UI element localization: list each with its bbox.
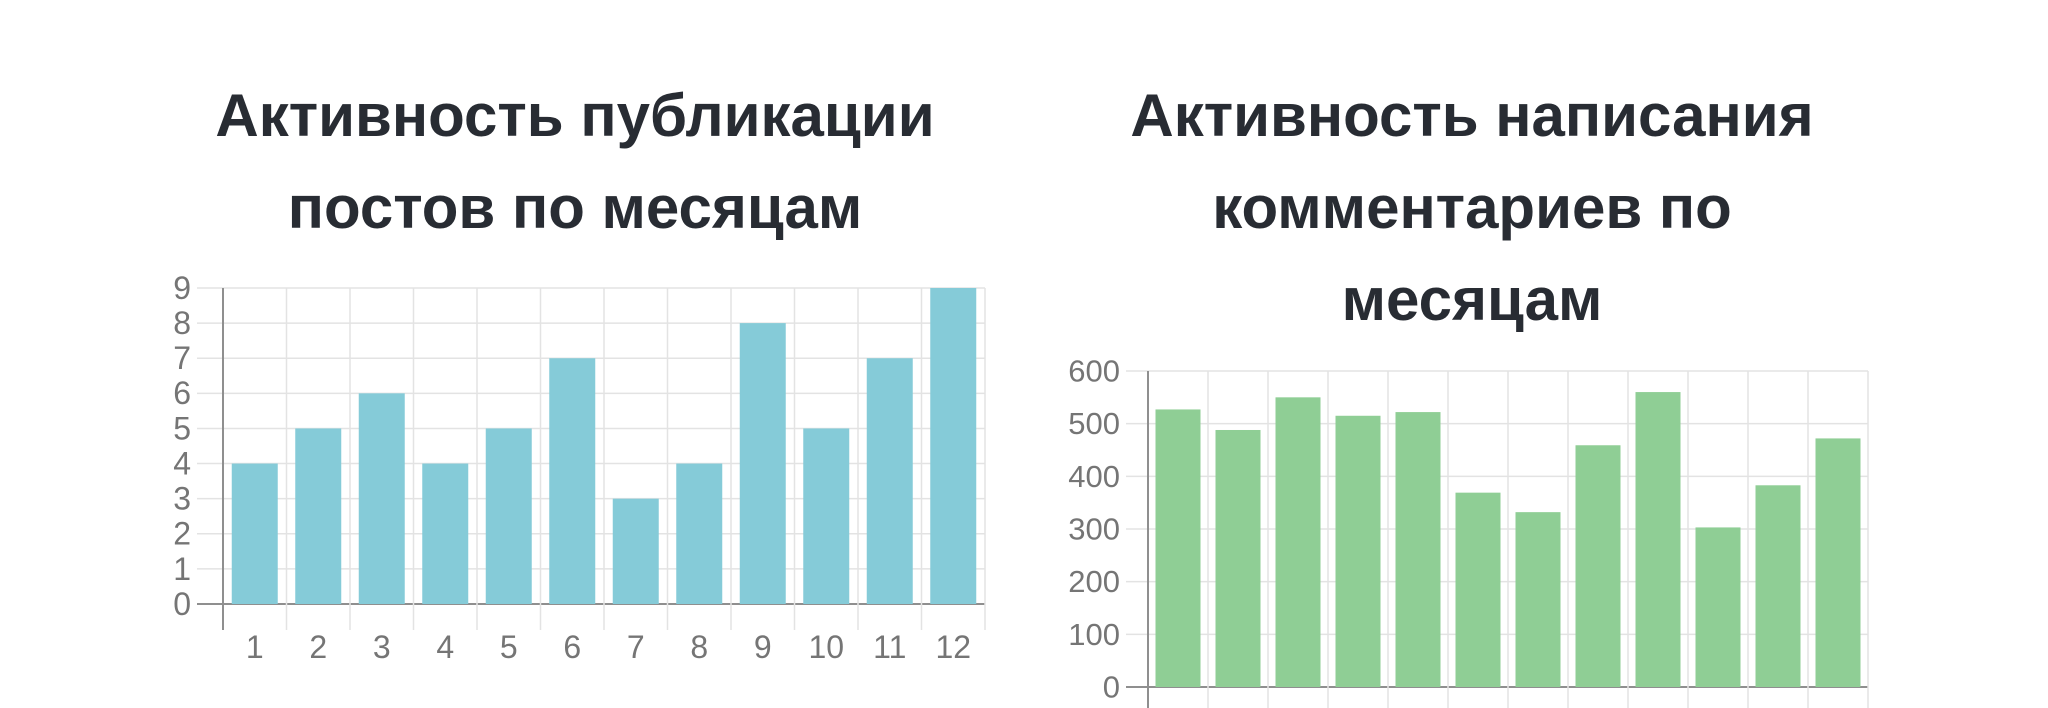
bar-month-10: [1695, 527, 1741, 687]
bar-month-12: [1815, 438, 1861, 687]
bar-month-9: [1635, 392, 1681, 687]
comments-chart-title: Активность написания комментариев по мес…: [1130, 82, 1814, 333]
bar-month-4: [1335, 415, 1381, 687]
y-tick-label: 1: [173, 551, 191, 587]
y-tick-label: 5: [173, 410, 191, 446]
y-tick-label: 4: [173, 445, 191, 481]
bar-month-1: [1155, 409, 1201, 687]
y-tick-label: 400: [1068, 459, 1120, 494]
y-tick-label: 9: [173, 270, 191, 306]
x-tick-label: 10: [808, 629, 844, 665]
posts-chart-title: Активность публикации постов по месяцам: [215, 82, 935, 241]
bar-month-5: [1395, 412, 1441, 687]
bar-month-11: [1755, 485, 1801, 687]
bar-month-9: [739, 323, 786, 604]
bar-month-11: [866, 358, 913, 604]
y-tick-label: 7: [173, 340, 191, 376]
y-tick-label: 300: [1068, 512, 1120, 547]
bar-month-3: [358, 393, 405, 604]
x-tick-label: 12: [935, 629, 971, 665]
x-tick-label: 5: [500, 629, 518, 665]
x-tick-label: 2: [309, 629, 327, 665]
y-tick-label: 3: [173, 481, 191, 517]
y-tick-label: 500: [1068, 406, 1120, 441]
comments-activity-bar-chart: 0 100 200 300 400 500 600: [1068, 354, 1869, 708]
y-tick-label: 600: [1068, 354, 1120, 389]
y-tick-label: 0: [173, 586, 191, 622]
bar-month-6: [549, 358, 596, 604]
bar-month-7: [612, 498, 659, 604]
bar-month-5: [485, 428, 532, 604]
bar-month-2: [295, 428, 342, 604]
x-tick-label: 7: [627, 629, 645, 665]
x-tick-label: 11: [873, 629, 906, 665]
x-tick-label: 6: [563, 629, 581, 665]
bar-month-1: [231, 463, 278, 604]
bar-month-2: [1215, 429, 1261, 687]
x-tick-label: 1: [246, 629, 264, 665]
y-tick-label: 8: [173, 305, 191, 341]
x-tick-label: 3: [373, 629, 391, 665]
y-tick-label: 2: [173, 516, 191, 552]
bar-month-8: [1575, 445, 1621, 687]
bar-month-3: [1275, 397, 1321, 687]
bar-month-4: [422, 463, 469, 604]
y-tick-label: 100: [1068, 617, 1120, 652]
y-tick-label: 6: [173, 375, 191, 411]
bar-month-7: [1515, 512, 1561, 687]
bar-month-8: [676, 463, 723, 604]
x-tick-label: 8: [690, 629, 708, 665]
bar-month-12: [930, 288, 977, 604]
bar-month-6: [1455, 492, 1501, 687]
y-tick-label: 0: [1103, 670, 1120, 705]
x-tick-label: 4: [436, 629, 454, 665]
bar-month-10: [803, 428, 850, 604]
y-tick-label: 200: [1068, 564, 1120, 599]
x-tick-label: 9: [754, 629, 772, 665]
